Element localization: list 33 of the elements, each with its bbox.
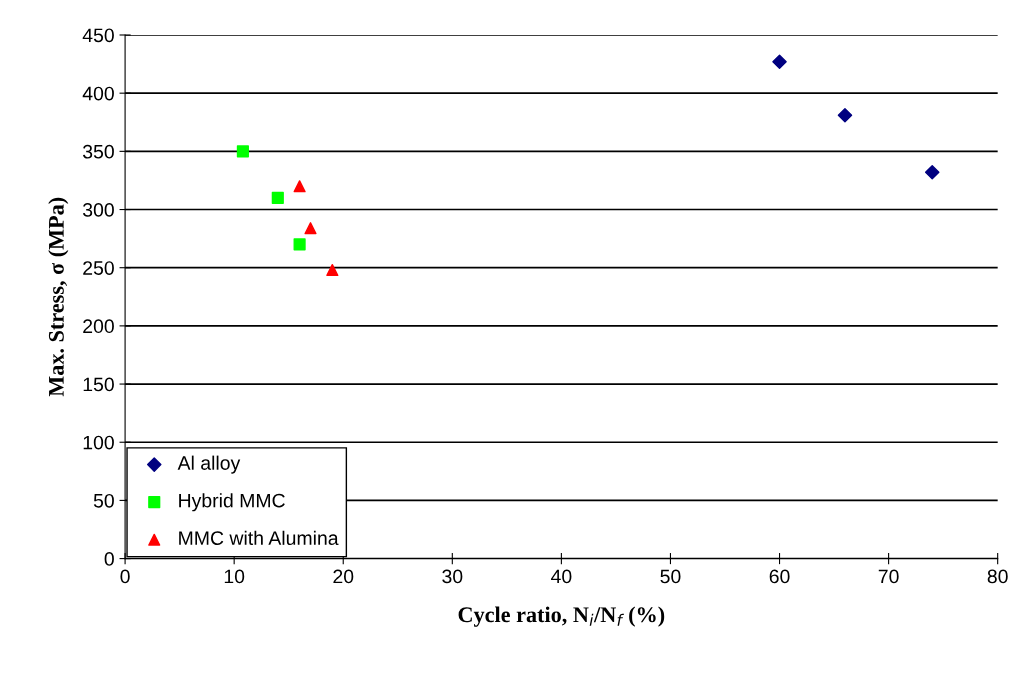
legend-label: Hybrid MMC [179, 493, 285, 512]
point [304, 222, 317, 235]
x-tick-label: 70 [878, 569, 899, 584]
y-tick-label: 200 [83, 319, 114, 334]
y-tick-label: 300 [82, 203, 114, 217]
point [271, 191, 284, 204]
y-tick-label: 0 [104, 552, 114, 566]
x-tick-label: 20 [333, 569, 354, 584]
x-axis-title: Cycle ratio, N$_{i}$/N$_{f}$ (%) [458, 606, 665, 627]
y-tick-label: 400 [82, 86, 114, 101]
x-tick-label: 80 [987, 569, 1008, 584]
x-tick-label: 40 [551, 569, 572, 584]
y-tick-label: 50 [93, 493, 114, 508]
x-tick-label: 30 [442, 569, 463, 584]
point [236, 145, 249, 158]
point [924, 165, 940, 180]
y-axis-title: Max. Stress, σ (MPa) [48, 197, 69, 397]
x-tick-label: 60 [769, 569, 790, 584]
point [326, 263, 339, 277]
point [837, 107, 853, 123]
y-tick-label: 250 [83, 261, 114, 275]
point [293, 180, 306, 193]
x-tick-label: 0 [120, 569, 130, 584]
x-tick-label: 50 [660, 569, 681, 584]
point [772, 54, 787, 70]
y-tick-label: 350 [82, 144, 114, 159]
legend-label: Al alloy [177, 455, 241, 474]
y-tick-label: 450 [82, 28, 114, 43]
y-tick-label: 100 [83, 435, 114, 450]
x-tick-label: 10 [224, 569, 245, 584]
y-tick-label: 150 [83, 377, 114, 392]
legend-label: MMC with Alumina [179, 530, 339, 546]
point [293, 238, 306, 251]
